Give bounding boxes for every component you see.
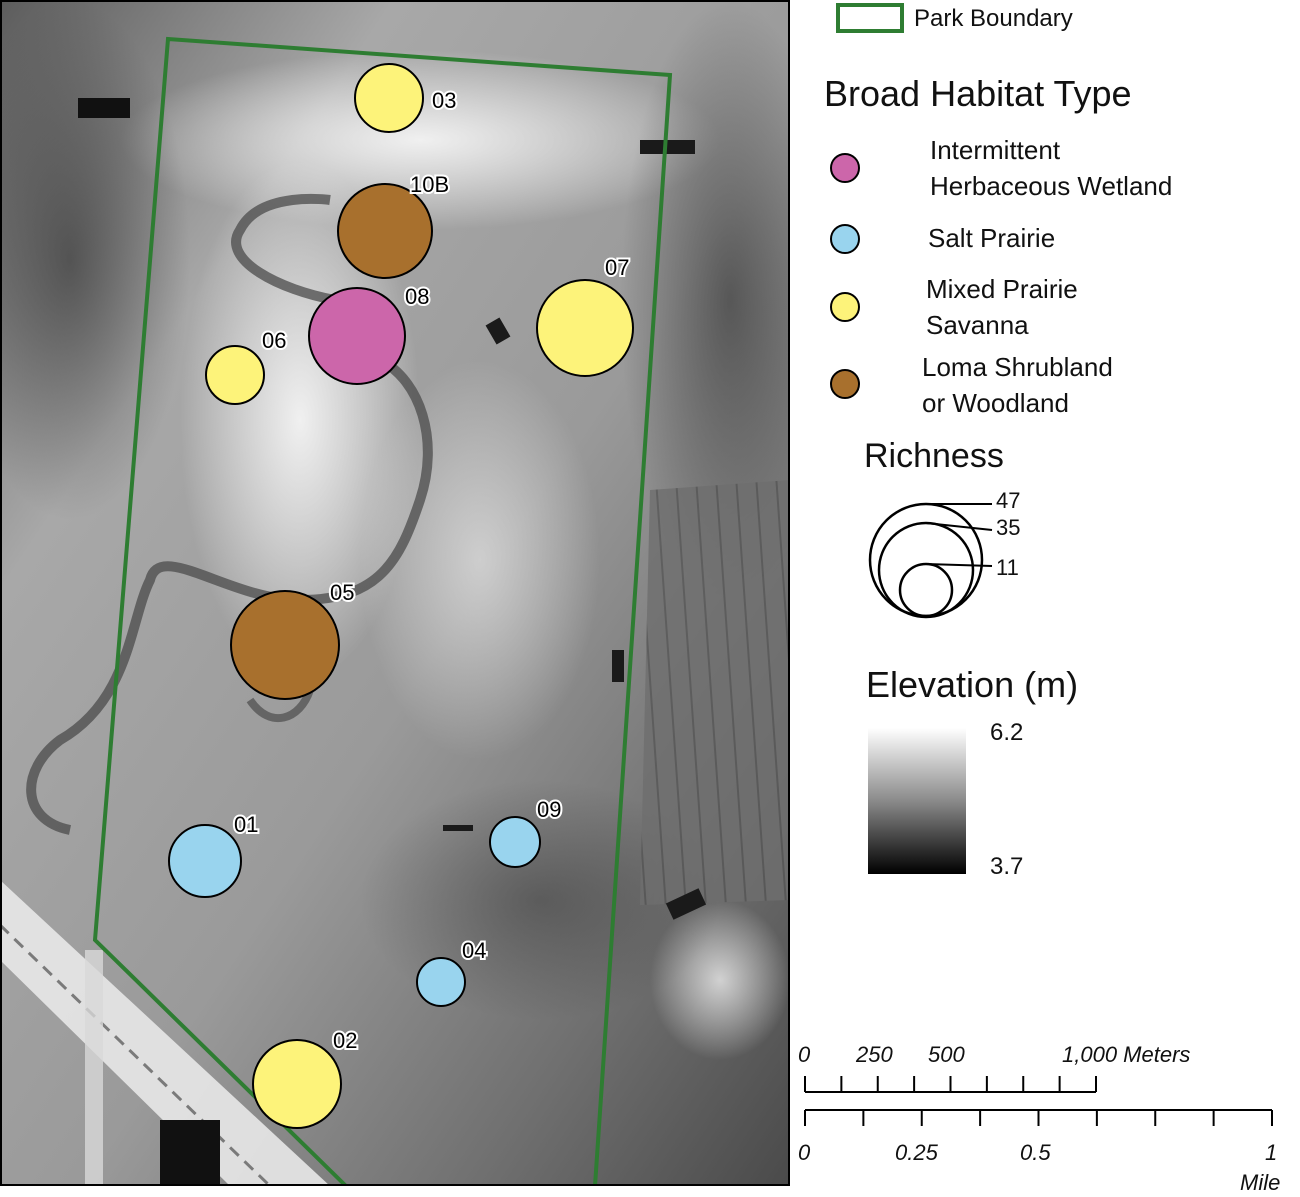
site-marker-10B xyxy=(337,183,433,279)
mixed-prairie-label-line2: Savanna xyxy=(926,310,1029,340)
building xyxy=(78,98,130,118)
elevation-min-label: 3.7 xyxy=(990,853,1023,880)
sites-layer: 03 10B 08 07 06 05 01 09 04 02 xyxy=(168,63,634,1129)
map-border xyxy=(0,0,790,1186)
richness-title: Richness xyxy=(864,437,1004,475)
richness-circle-medium xyxy=(877,521,975,619)
scale-mile-label-0: 0 xyxy=(798,1140,811,1165)
park-boundary-swatch xyxy=(836,3,904,33)
site-marker-08 xyxy=(308,287,406,385)
scale-meter-label-1000: 1,000 Meters xyxy=(1062,1042,1190,1067)
scale-meter-label-0: 0 xyxy=(798,1042,811,1067)
scale-meter-label-500: 500 xyxy=(928,1042,965,1067)
loma-swatch xyxy=(830,369,860,399)
scale-mile-label-1: 1 xyxy=(1265,1140,1277,1165)
richness-leader xyxy=(925,522,993,531)
loma-label-line1: Loma Shrubland xyxy=(922,352,1113,382)
mixed-prairie-swatch xyxy=(830,292,860,322)
building xyxy=(665,888,707,920)
habitat-title: Broad Habitat Type xyxy=(824,73,1132,114)
building xyxy=(160,1120,220,1186)
agricultural-field xyxy=(640,480,790,905)
site-marker-09 xyxy=(489,816,541,868)
building xyxy=(443,825,473,831)
site-marker-04 xyxy=(416,957,466,1007)
site-label-08: 08 xyxy=(405,284,429,309)
site-label-03: 03 xyxy=(432,88,456,113)
elevation-max-label: 6.2 xyxy=(990,719,1023,746)
building xyxy=(612,650,624,682)
site-label-02: 02 xyxy=(333,1028,357,1053)
richness-circle-small xyxy=(898,562,954,618)
site-marker-06 xyxy=(205,345,265,405)
site-marker-02 xyxy=(252,1039,342,1129)
river-channel xyxy=(26,193,433,835)
low-area xyxy=(0,0,190,520)
wetland-label-line2: Herbaceous Wetland xyxy=(930,171,1172,201)
scale-mile-label-025: 0.25 xyxy=(895,1140,939,1165)
scale-mile-label-05: 0.5 xyxy=(1020,1140,1051,1165)
legend-panel: Park Boundary Broad Habitat Type Intermi… xyxy=(798,3,1280,1195)
scale-bar: 0 250 500 1,000 Meters 0 0.25 0.5 1 Mile xyxy=(798,1042,1280,1195)
richness-value-35: 35 xyxy=(996,515,1020,540)
park-boundary xyxy=(92,36,673,1186)
site-label-10B: 10B xyxy=(410,172,449,197)
scale-mile-unit: Mile xyxy=(1240,1170,1280,1195)
site-marker-01 xyxy=(168,824,242,898)
site-label-04: 04 xyxy=(462,938,486,963)
site-label-07: 07 xyxy=(605,255,629,280)
elevation-title: Elevation (m) xyxy=(866,664,1078,705)
richness-value-11: 11 xyxy=(996,555,1019,580)
elevation-ramp xyxy=(868,728,966,874)
site-label-05: 05 xyxy=(330,580,354,605)
site-marker-05 xyxy=(230,590,340,700)
loma-label-line2: or Woodland xyxy=(922,388,1069,418)
site-label-06: 06 xyxy=(262,328,286,353)
river-channel xyxy=(246,688,314,723)
site-marker-03 xyxy=(354,63,424,133)
richness-value-47: 47 xyxy=(996,488,1020,513)
wetland-label-line1: Intermittent xyxy=(930,135,1061,165)
site-label-09: 09 xyxy=(537,797,561,822)
highway xyxy=(0,880,330,1186)
building xyxy=(485,317,511,345)
scale-meter-label-250: 250 xyxy=(855,1042,893,1067)
salt-prairie-label: Salt Prairie xyxy=(928,223,1055,253)
site-marker-07 xyxy=(536,279,634,377)
building xyxy=(640,140,695,154)
park-boundary-label: Park Boundary xyxy=(914,5,1073,32)
salt-prairie-swatch xyxy=(830,224,860,254)
richness-leader xyxy=(925,563,993,567)
elevation-map: 03 10B 08 07 06 05 01 09 04 02 xyxy=(0,0,790,1186)
mixed-prairie-label-line1: Mixed Prairie xyxy=(926,274,1078,304)
site-label-01: 01 xyxy=(234,812,258,837)
ridge-highlight xyxy=(360,360,600,760)
highway-median xyxy=(0,923,272,1186)
richness-circle-large xyxy=(868,502,984,618)
cross-road xyxy=(85,950,103,1186)
wetland-swatch xyxy=(830,153,860,183)
